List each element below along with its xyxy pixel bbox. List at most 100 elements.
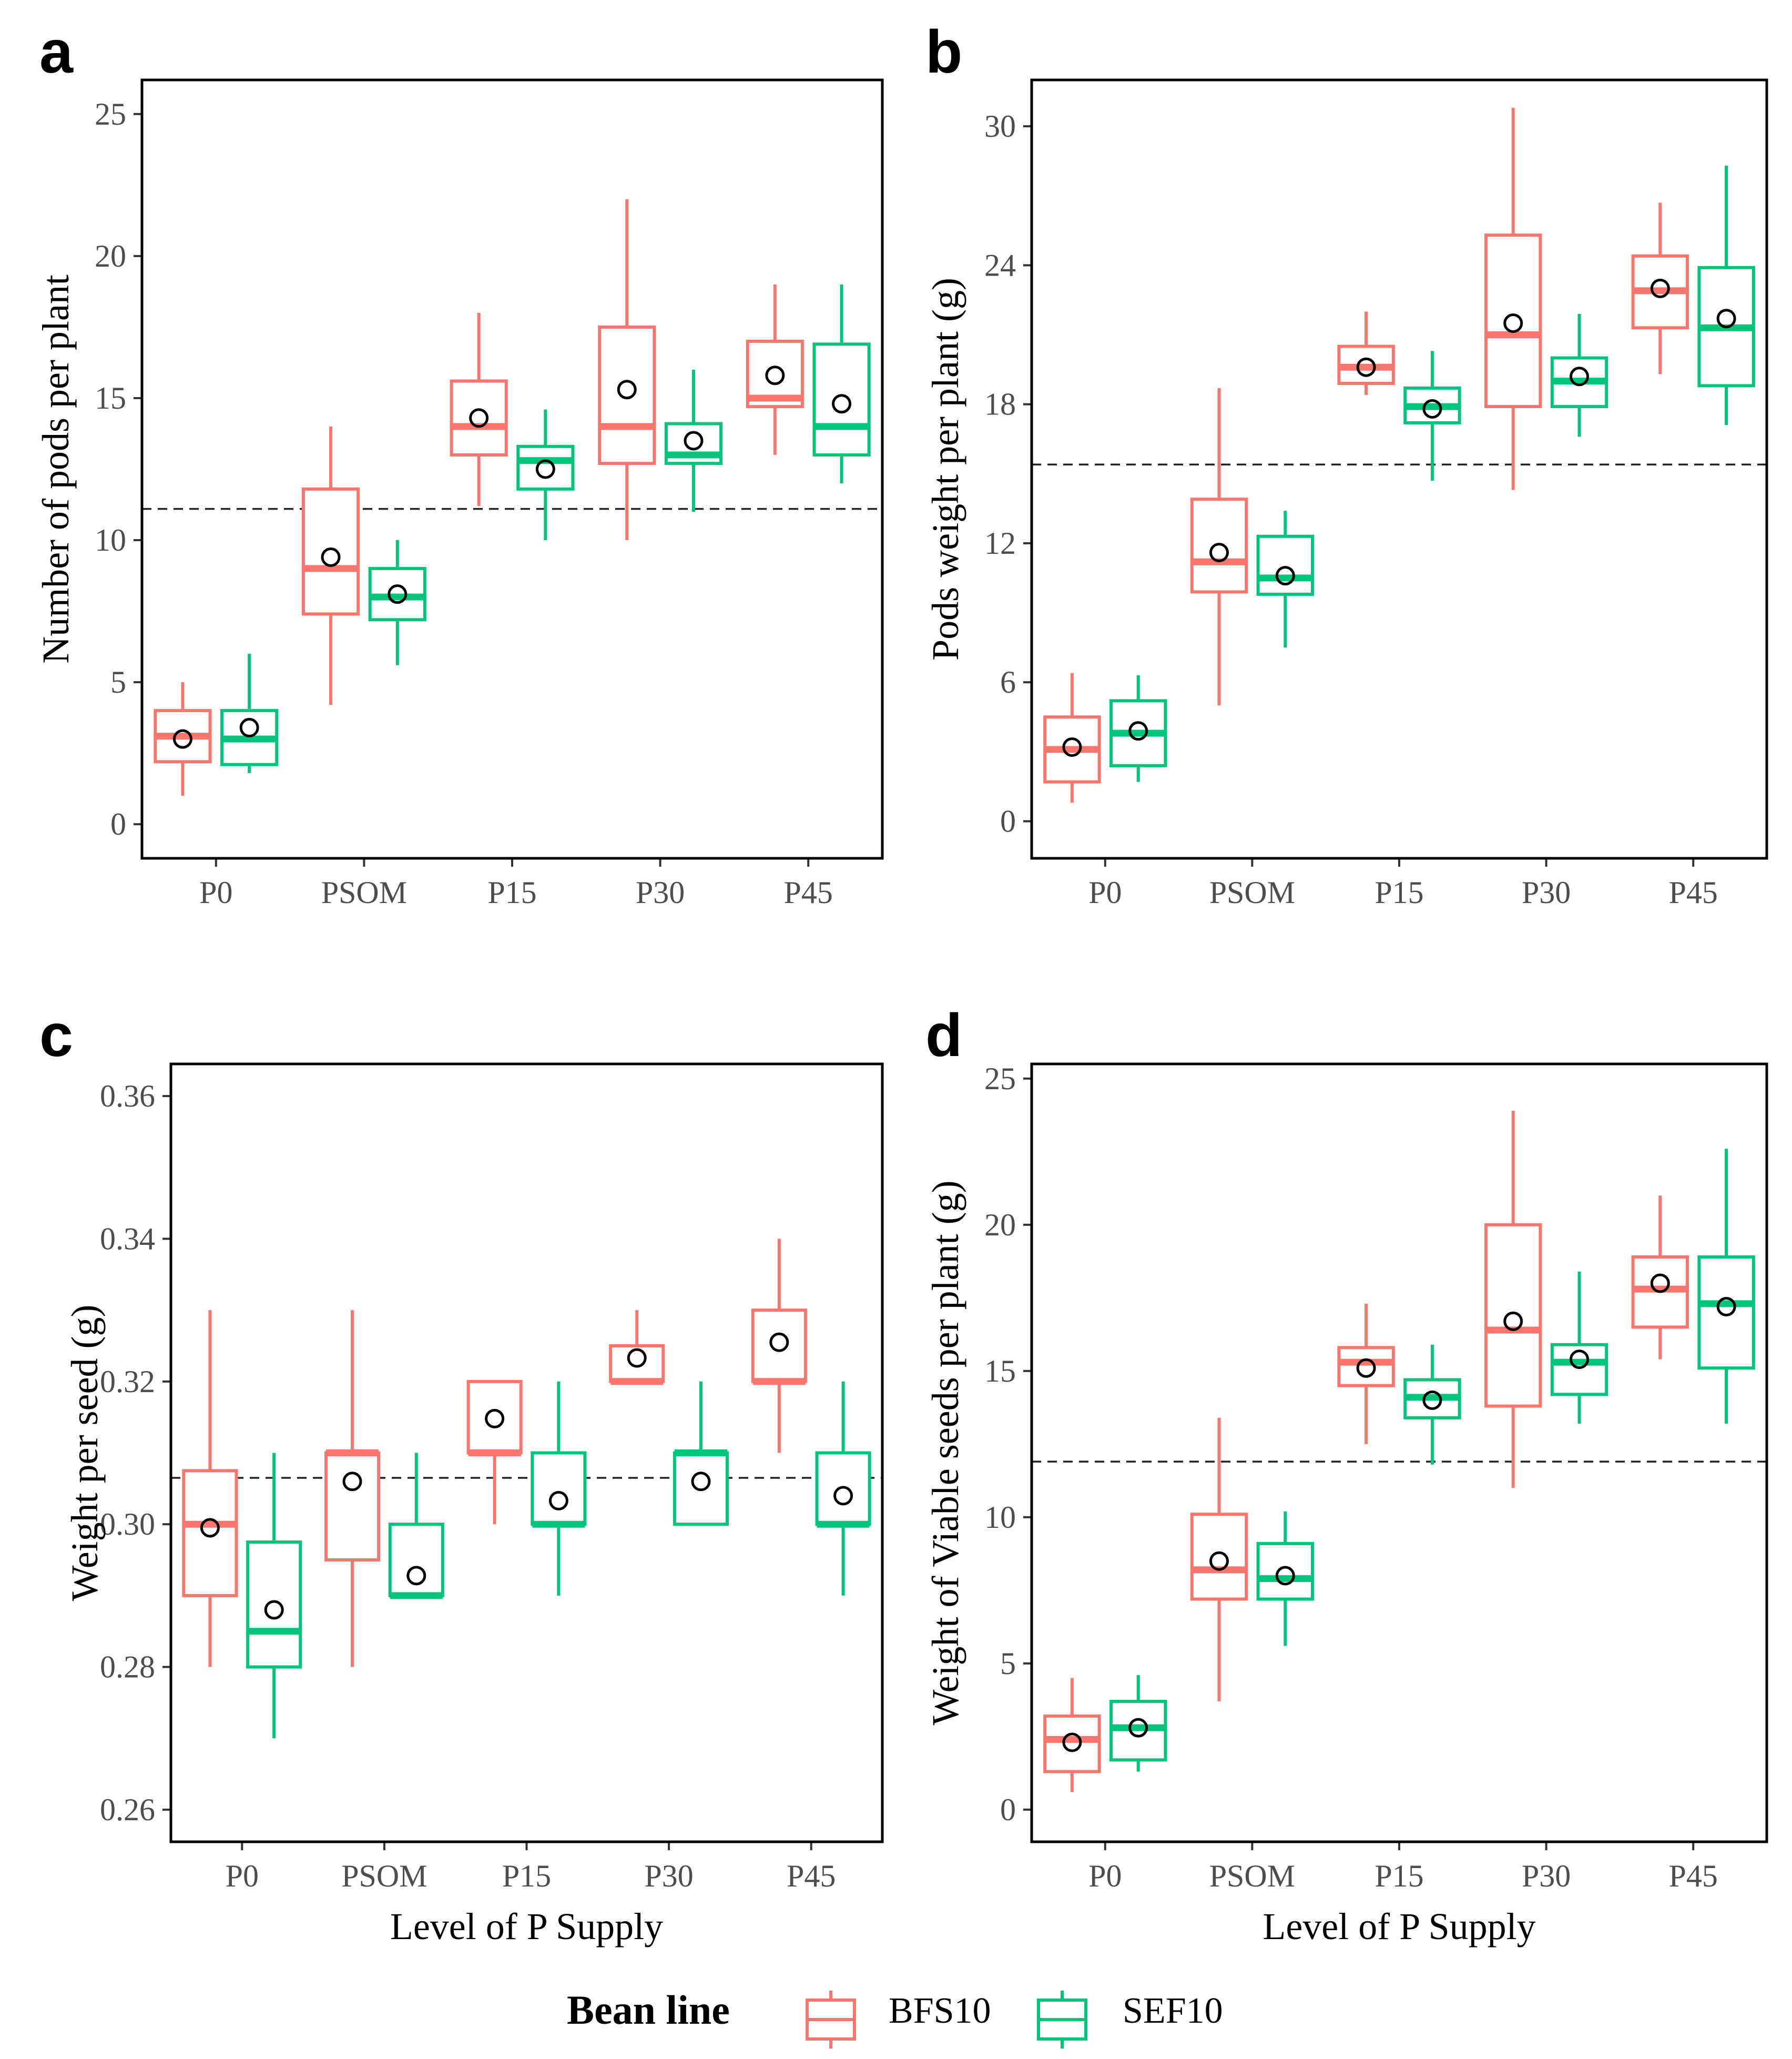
panel-b-box-sef10-p30	[1550, 313, 1608, 437]
panel-c-box-sef10-p15	[531, 1381, 587, 1596]
panel-b-box-bfs10-p15	[1337, 311, 1395, 395]
mean-marker	[485, 1408, 505, 1428]
panel-d: 0 5 10 15 20 25 P0 PSOM P15 P30 P45 Weight of Viabl…	[924, 1061, 1768, 1948]
panel-d-box-sef10-psom	[1256, 1511, 1315, 1646]
box-body	[1256, 534, 1315, 596]
mean-marker	[1650, 278, 1670, 298]
panel-a-ytick-label-4: 20	[95, 239, 126, 273]
mean-marker	[388, 584, 408, 604]
mean-marker	[1062, 1732, 1082, 1752]
box-body	[450, 379, 508, 457]
panel-a-frame	[140, 78, 884, 860]
panel-c-box-sef10-p45	[815, 1381, 871, 1596]
panel-b: 0 6 12 18 24 30 P0 PSOM P15 P30 P45 Pods weight per…	[924, 78, 1768, 910]
panel-d-box-bfs10-p15	[1337, 1303, 1395, 1444]
box-body	[301, 487, 360, 616]
panel-c-box-bfs10-p45	[751, 1239, 807, 1453]
panel-c-ytick-label-1: 0.28	[100, 1650, 155, 1685]
mean-marker	[1128, 721, 1148, 741]
panel-a-xtick-label-p30: P30	[636, 875, 685, 910]
box-body	[1697, 1255, 1755, 1370]
panel-a-ytick-label-2: 10	[95, 523, 126, 557]
panel-c-box-bfs10-p15	[466, 1380, 523, 1525]
box-body	[1043, 1714, 1101, 1773]
panel-c-box-sef10-psom	[388, 1453, 444, 1599]
box-body	[1484, 234, 1542, 409]
panel-a-box-sef10-p30	[664, 369, 723, 512]
mean-marker	[1062, 737, 1082, 757]
panel-b-ylabel: Pods weight per plant (g)	[924, 278, 966, 661]
panel-b-frame	[1030, 78, 1768, 860]
legend-key-sef10	[1037, 1991, 1087, 2048]
panel-c-ylabel: Weight per seed (g)	[64, 1305, 106, 1601]
panel-b-box-bfs10-p0	[1043, 673, 1101, 803]
box-body	[1337, 1346, 1395, 1387]
panel-c-xtick-label-p45: P45	[787, 1859, 836, 1893]
panel-b-box-sef10-p0	[1109, 675, 1167, 782]
mean-marker	[1570, 367, 1590, 387]
mean-marker	[535, 459, 555, 479]
panel-c-box-sef10-p30	[673, 1381, 729, 1526]
mean-marker	[1275, 566, 1295, 586]
panel-c-xtick-label-p15: P15	[502, 1859, 551, 1893]
panel-d-letter: d	[925, 1002, 962, 1069]
box-body	[1256, 1541, 1315, 1601]
panel-b-box-bfs10-p45	[1631, 202, 1689, 374]
mean-marker	[342, 1472, 362, 1492]
panel-d-box-bfs10-p0	[1043, 1678, 1101, 1792]
panel-d-xtick-label-p45: P45	[1669, 1859, 1718, 1893]
panel-c-ytick-label-3: 0.32	[100, 1364, 155, 1399]
mean-marker	[200, 1518, 220, 1538]
panel-d-ylabel: Weight of Viable seeds per plant (g)	[924, 1180, 966, 1725]
panel-d-ytick-label-4: 20	[984, 1208, 1016, 1242]
legend-title: Bean line	[567, 1987, 730, 2033]
panel-a-box-bfs10-p45	[746, 284, 804, 455]
panel-c-ytick-label-2: 0.30	[100, 1507, 155, 1541]
panel-b-ytick-label-1: 6	[1000, 665, 1016, 699]
box-body	[516, 444, 575, 491]
panel-b-letter: b	[925, 18, 962, 86]
panel-b-ytick-label-5: 30	[984, 109, 1016, 144]
panel-d-xtick-label-p0: P0	[1088, 1859, 1122, 1893]
legend: Bean line BFS10 SEF10	[567, 1987, 1223, 2048]
panel-d-box-sef10-p0	[1109, 1675, 1167, 1772]
panel-a-box-sef10-p15	[516, 409, 575, 541]
panel-d-xtick-label-p30: P30	[1522, 1859, 1571, 1893]
panel-a-letter: a	[39, 18, 74, 86]
box-body	[751, 1309, 807, 1383]
panel-a-ytick-label-3: 15	[95, 381, 126, 415]
mean-marker	[832, 394, 852, 414]
mean-marker	[1209, 543, 1229, 563]
mean-marker	[469, 408, 489, 428]
panel-b-box-bfs10-p30	[1484, 107, 1542, 490]
panel-c-ytick-label-0: 0.26	[100, 1792, 155, 1827]
panel-c-plot-area	[171, 1064, 882, 1842]
panel-b-box-sef10-p15	[1403, 351, 1461, 481]
panel-b-box-sef10-p45	[1697, 165, 1755, 425]
panel-c-xtick-label-p0: P0	[226, 1859, 259, 1893]
panel-c-box-bfs10-p0	[182, 1310, 238, 1667]
panel-d-xlabel: Level of P Supply	[1262, 1905, 1535, 1948]
box-body	[246, 1540, 302, 1669]
panel-a-xtick-label-p0: P0	[199, 875, 232, 910]
panel-b-xtick-label-p0: P0	[1088, 875, 1122, 910]
box-body	[1190, 1513, 1248, 1601]
mean-marker	[406, 1566, 426, 1586]
panel-d-ytick-label-1: 5	[1000, 1646, 1016, 1681]
panel-b-ytick-label-3: 18	[984, 387, 1016, 422]
mean-marker	[1570, 1350, 1590, 1370]
panel-b-ytick-label-0: 0	[1000, 804, 1016, 839]
panel-b-xtick-label-p30: P30	[1522, 875, 1571, 910]
mean-marker	[1422, 399, 1442, 419]
box-body	[531, 1451, 587, 1526]
mean-marker	[548, 1490, 568, 1510]
panel-a-xtick-label-psom: PSOM	[321, 875, 407, 910]
panel-d-box-bfs10-p30	[1484, 1110, 1542, 1488]
legend-label-bfs10: BFS10	[889, 1991, 991, 2031]
panel-d-ytick-label-3: 15	[984, 1354, 1016, 1388]
panel-d-ytick-label-2: 10	[984, 1500, 1016, 1535]
panel-a-box-bfs10-p15	[450, 312, 508, 506]
mean-marker	[1275, 1566, 1295, 1586]
panel-b-xtick-label-psom: PSOM	[1209, 875, 1295, 910]
